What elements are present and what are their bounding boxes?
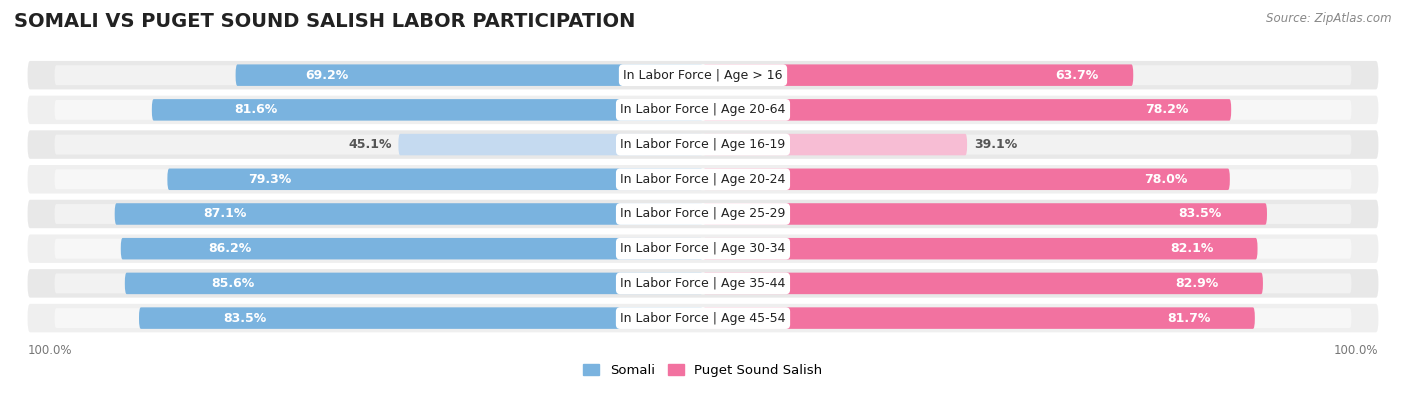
- Text: 86.2%: 86.2%: [208, 242, 252, 255]
- FancyBboxPatch shape: [55, 204, 1351, 224]
- FancyBboxPatch shape: [703, 238, 1257, 260]
- FancyBboxPatch shape: [28, 130, 1378, 159]
- FancyBboxPatch shape: [121, 238, 703, 260]
- Text: SOMALI VS PUGET SOUND SALISH LABOR PARTICIPATION: SOMALI VS PUGET SOUND SALISH LABOR PARTI…: [14, 12, 636, 31]
- FancyBboxPatch shape: [28, 200, 1378, 228]
- FancyBboxPatch shape: [139, 307, 703, 329]
- FancyBboxPatch shape: [28, 304, 1378, 332]
- FancyBboxPatch shape: [115, 203, 703, 225]
- FancyBboxPatch shape: [55, 65, 1351, 85]
- Text: In Labor Force | Age 35-44: In Labor Force | Age 35-44: [620, 277, 786, 290]
- Text: 39.1%: 39.1%: [974, 138, 1017, 151]
- FancyBboxPatch shape: [167, 169, 703, 190]
- Text: 78.2%: 78.2%: [1146, 103, 1189, 117]
- FancyBboxPatch shape: [152, 99, 703, 120]
- Text: 81.6%: 81.6%: [235, 103, 278, 117]
- FancyBboxPatch shape: [398, 134, 703, 155]
- FancyBboxPatch shape: [703, 169, 1230, 190]
- FancyBboxPatch shape: [236, 64, 703, 86]
- Text: In Labor Force | Age 16-19: In Labor Force | Age 16-19: [620, 138, 786, 151]
- FancyBboxPatch shape: [703, 307, 1254, 329]
- FancyBboxPatch shape: [703, 273, 1263, 294]
- Text: 87.1%: 87.1%: [202, 207, 246, 220]
- Text: 100.0%: 100.0%: [1334, 344, 1378, 357]
- FancyBboxPatch shape: [703, 134, 967, 155]
- Text: In Labor Force | Age > 16: In Labor Force | Age > 16: [623, 69, 783, 82]
- Text: 63.7%: 63.7%: [1056, 69, 1099, 82]
- FancyBboxPatch shape: [28, 235, 1378, 263]
- Text: In Labor Force | Age 45-54: In Labor Force | Age 45-54: [620, 312, 786, 325]
- FancyBboxPatch shape: [55, 273, 1351, 293]
- Text: 100.0%: 100.0%: [28, 344, 72, 357]
- Text: 81.7%: 81.7%: [1167, 312, 1211, 325]
- FancyBboxPatch shape: [28, 61, 1378, 89]
- Text: 82.1%: 82.1%: [1170, 242, 1213, 255]
- Text: Source: ZipAtlas.com: Source: ZipAtlas.com: [1267, 12, 1392, 25]
- Text: 78.0%: 78.0%: [1144, 173, 1188, 186]
- Text: 83.5%: 83.5%: [1178, 207, 1222, 220]
- FancyBboxPatch shape: [55, 239, 1351, 259]
- Text: 45.1%: 45.1%: [349, 138, 392, 151]
- FancyBboxPatch shape: [703, 99, 1232, 120]
- FancyBboxPatch shape: [28, 96, 1378, 124]
- Text: 69.2%: 69.2%: [305, 69, 349, 82]
- FancyBboxPatch shape: [55, 100, 1351, 120]
- Text: In Labor Force | Age 20-24: In Labor Force | Age 20-24: [620, 173, 786, 186]
- FancyBboxPatch shape: [55, 135, 1351, 154]
- Text: 82.9%: 82.9%: [1175, 277, 1218, 290]
- Text: 85.6%: 85.6%: [211, 277, 254, 290]
- Text: 79.3%: 79.3%: [247, 173, 291, 186]
- Legend: Somali, Puget Sound Salish: Somali, Puget Sound Salish: [583, 364, 823, 377]
- FancyBboxPatch shape: [55, 308, 1351, 328]
- Text: In Labor Force | Age 20-64: In Labor Force | Age 20-64: [620, 103, 786, 117]
- FancyBboxPatch shape: [125, 273, 703, 294]
- Text: 83.5%: 83.5%: [224, 312, 267, 325]
- FancyBboxPatch shape: [703, 64, 1133, 86]
- Text: In Labor Force | Age 25-29: In Labor Force | Age 25-29: [620, 207, 786, 220]
- FancyBboxPatch shape: [703, 203, 1267, 225]
- FancyBboxPatch shape: [28, 165, 1378, 194]
- Text: In Labor Force | Age 30-34: In Labor Force | Age 30-34: [620, 242, 786, 255]
- FancyBboxPatch shape: [55, 169, 1351, 189]
- FancyBboxPatch shape: [28, 269, 1378, 297]
